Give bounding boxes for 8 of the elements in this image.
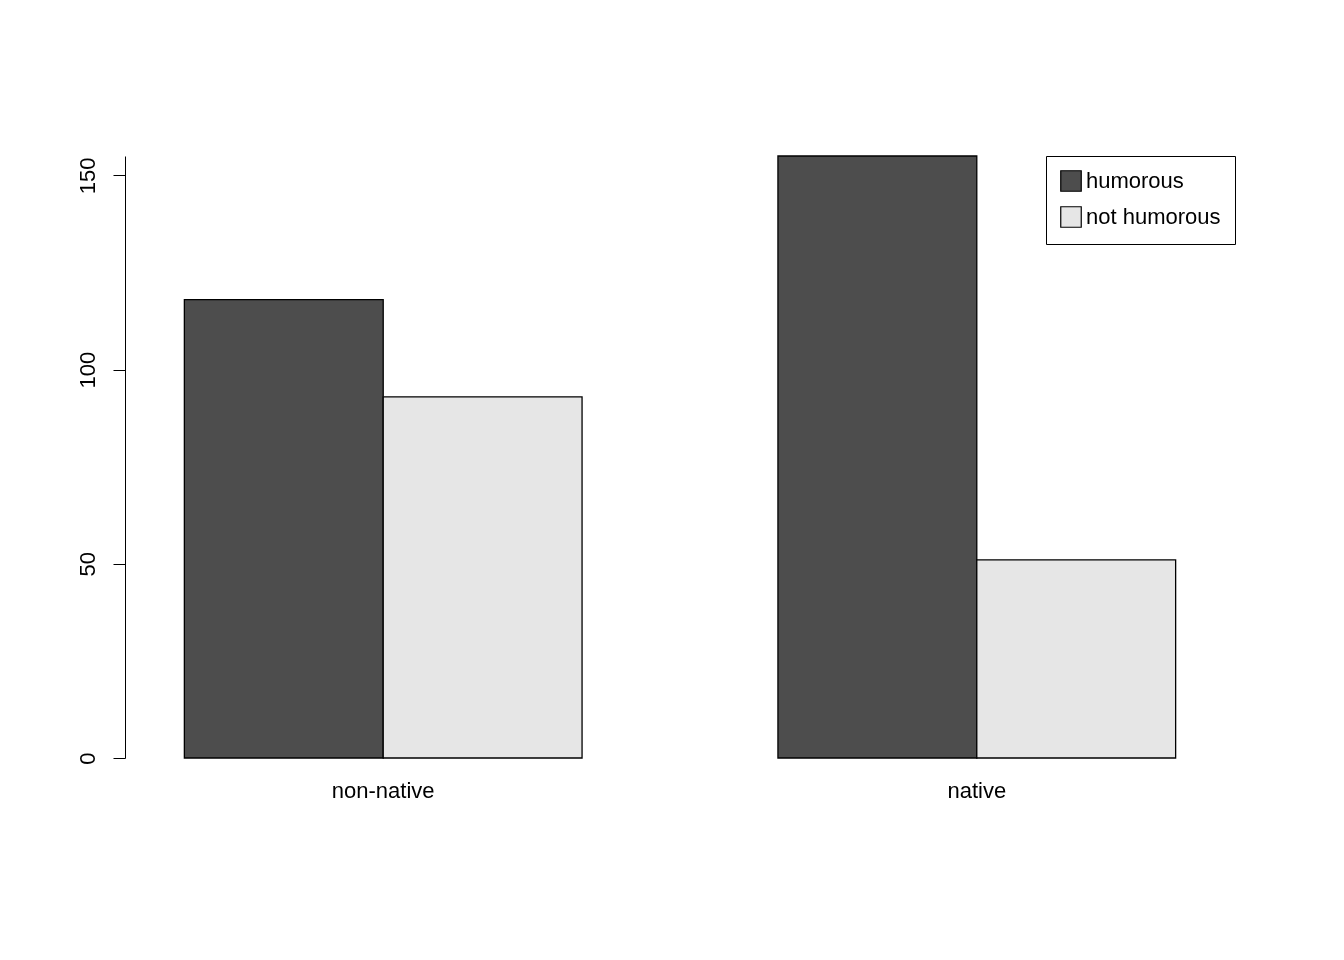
x-tick-label: native: [947, 777, 1007, 803]
legend-label: humorous: [1086, 168, 1184, 193]
y-tick-label: 50: [74, 552, 100, 577]
y-tick-label: 0: [74, 752, 100, 765]
y-tick-label: 100: [74, 351, 100, 389]
legend-label: not humorous: [1086, 204, 1221, 229]
y-tick-label: 150: [74, 157, 100, 195]
x-tick-label: non-native: [331, 777, 435, 803]
